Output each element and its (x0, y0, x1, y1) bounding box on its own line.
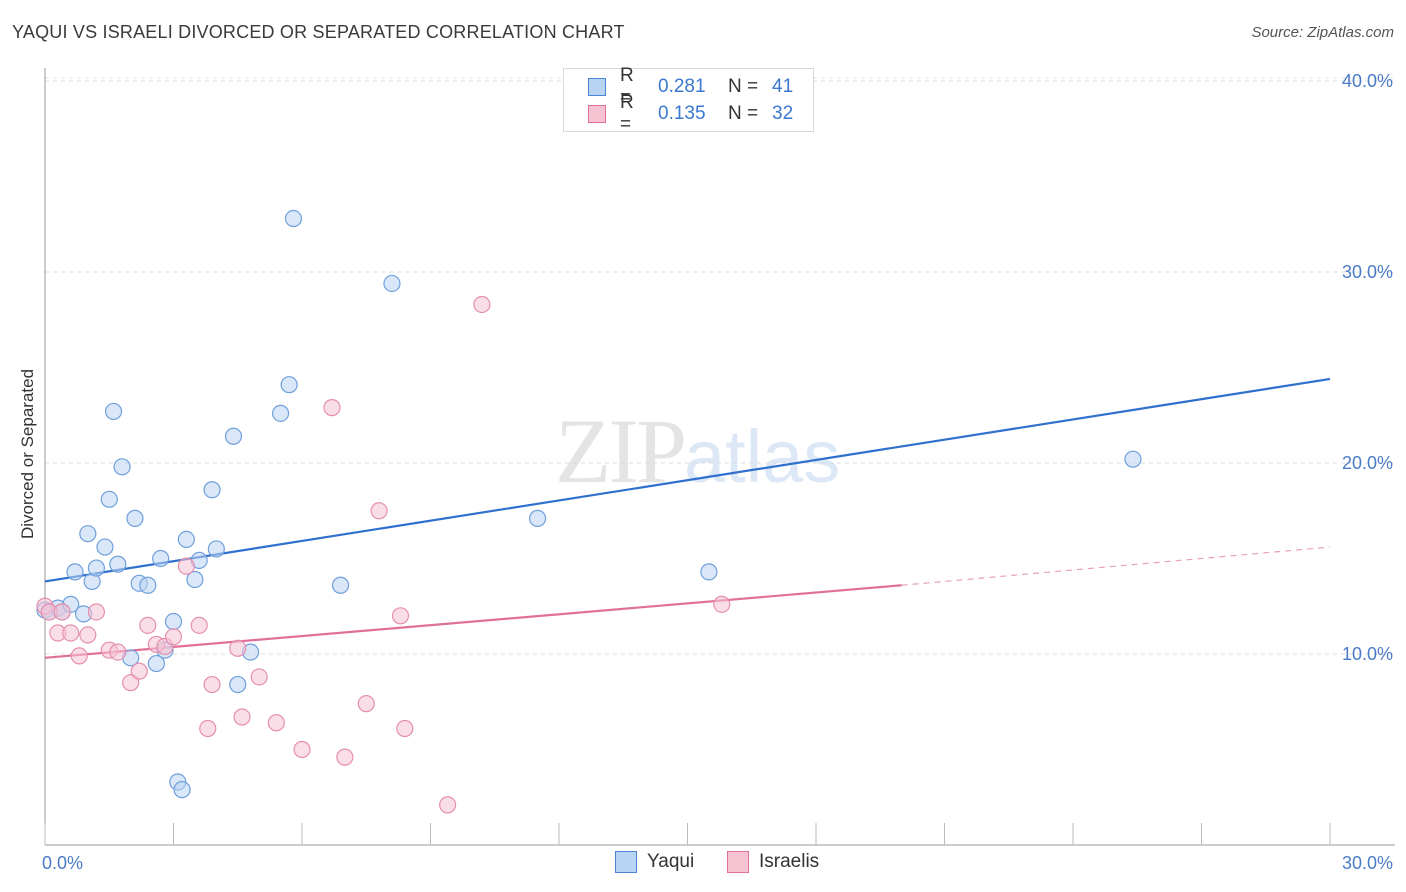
israelis-legend-label: Israelis (759, 851, 820, 872)
israelis-trend-extension (901, 546, 1331, 586)
israelis-point (233, 708, 251, 726)
yaqui-r-value: 0.281 (658, 76, 706, 97)
yaqui-point (96, 538, 114, 556)
israelis-point (122, 674, 140, 692)
israelis-point (250, 668, 268, 686)
trend-lines (44, 377, 1331, 659)
yaqui-point (331, 576, 350, 594)
axes (44, 68, 1395, 846)
israelis-point (439, 796, 457, 814)
israelis-point (336, 748, 354, 766)
israelis-point (199, 719, 217, 738)
israelis-point (203, 675, 221, 694)
israelis-point (370, 502, 388, 520)
source-label: Source: ZipAtlas.com (1251, 24, 1394, 41)
israelis-point (177, 557, 195, 575)
yaqui-point (104, 402, 123, 421)
yaqui-point (113, 458, 131, 476)
tick-labels: 10.0% 20.0% 30.0% 40.0% 0.0% 30.0% Divorced or… (18, 71, 1393, 873)
yaqui-legend-swatch (615, 851, 637, 873)
x-tick-label-max: 30.0% (1342, 853, 1393, 873)
y-tick-label: 20.0% (1342, 453, 1393, 473)
yaqui-point (271, 404, 290, 422)
r-label: R = (620, 65, 634, 108)
yaqui-point (100, 490, 118, 508)
israelis-point (62, 624, 80, 642)
israelis-point (70, 647, 88, 665)
israelis-point (473, 295, 491, 314)
yaqui-point (109, 555, 127, 573)
yaqui-trend-line (44, 377, 1331, 583)
israelis-point (139, 616, 157, 634)
watermark-zip: ZIP (555, 400, 687, 502)
israelis-point (713, 595, 731, 613)
yaqui-point (700, 563, 718, 581)
israelis-swatch (588, 105, 606, 123)
yaqui-n-value: 41 (772, 76, 794, 97)
data-points (36, 209, 1142, 814)
y-axis-title: Divorced or Separated (18, 369, 37, 539)
yaqui-point (186, 570, 204, 589)
legend-row-yaqui: R = 0.281 N = 41 (588, 65, 794, 108)
watermark: ZIPatlas (555, 398, 840, 504)
yaqui-point (229, 675, 247, 694)
bottom-legend-israelis: Israelis (727, 851, 819, 873)
yaqui-swatch (588, 78, 606, 96)
y-tick-label: 10.0% (1342, 644, 1393, 664)
israelis-point (267, 714, 285, 732)
watermark-atlas: atlas (684, 415, 841, 498)
chart-title: YAQUI VS ISRAELI DIVORCED OR SEPARATED C… (12, 22, 625, 42)
r-label: R = (620, 92, 634, 135)
israelis-legend-swatch (727, 851, 749, 873)
israelis-trend-line (44, 584, 902, 659)
yaqui-point (87, 559, 106, 577)
y-tick-label: 40.0% (1342, 71, 1393, 91)
n-label: N = (728, 76, 759, 97)
yaqui-point (224, 427, 243, 445)
yaqui-point (528, 509, 547, 527)
yaqui-point (173, 781, 191, 799)
yaqui-legend-label: Yaqui (647, 851, 695, 872)
israelis-point (396, 719, 414, 738)
israelis-point (190, 616, 208, 634)
bottom-legend-yaqui: Yaqui (615, 851, 694, 873)
israelis-point (109, 643, 127, 661)
x-tick-label-min: 0.0% (42, 853, 83, 873)
yaqui-point (383, 274, 401, 293)
yaqui-point (203, 481, 221, 499)
grid-lines (45, 77, 1395, 655)
israelis-point (79, 626, 97, 644)
stats-legend: R = 0.281 N = 41 R = 0.135 N = 32 (563, 65, 814, 135)
israelis-point (357, 695, 375, 713)
israelis-point (87, 603, 106, 621)
israelis-point (53, 603, 71, 621)
israelis-n-value: 32 (772, 103, 794, 124)
y-tick-label: 30.0% (1342, 262, 1393, 282)
israelis-point (391, 607, 410, 625)
israelis-point (164, 628, 183, 646)
yaqui-point (177, 530, 195, 549)
israelis-point (323, 399, 341, 417)
yaqui-point (1124, 450, 1142, 468)
israelis-point (293, 740, 311, 759)
yaqui-point (207, 540, 225, 558)
israelis-point (229, 639, 247, 657)
legend-row-israelis: R = 0.135 N = 32 (588, 92, 794, 135)
n-label: N = (728, 103, 759, 124)
yaqui-point (139, 576, 157, 594)
israelis-point (130, 662, 148, 680)
yaqui-point (152, 549, 170, 568)
yaqui-point (164, 612, 183, 631)
yaqui-point (147, 654, 165, 673)
yaqui-point (284, 209, 303, 228)
yaqui-point (126, 509, 144, 527)
yaqui-point (79, 525, 97, 543)
yaqui-point (280, 376, 298, 394)
israelis-r-value: 0.135 (658, 103, 706, 124)
yaqui-point (66, 563, 84, 581)
